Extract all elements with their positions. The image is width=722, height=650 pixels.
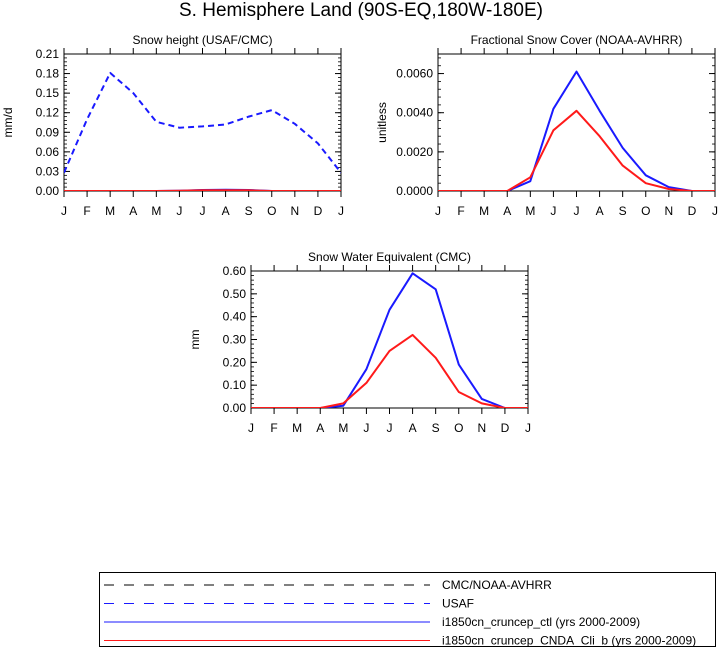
y-tick-label: 0.15: [36, 86, 60, 100]
y-tick-label: 0.0040: [396, 106, 433, 120]
x-tick-label: M: [292, 421, 302, 435]
x-tick-label: J: [574, 204, 580, 218]
x-tick-label: S: [432, 421, 440, 435]
y-axis-label: mm: [188, 330, 202, 350]
legend: CMC/NOAA-AVHRR USAF i1850cn_cruncep_ctl (y…: [104, 578, 696, 648]
panel-fractional-snow-cover: Fractional Snow Cover (NOAA-AVHRR) unitle…: [375, 33, 718, 218]
x-tick-label: A: [409, 421, 417, 435]
x-tick-label: D: [314, 204, 323, 218]
y-tick-label: 0.0000: [396, 184, 433, 198]
x-tick-label: J: [200, 204, 206, 218]
panel-snow-water-equivalent: Snow Water Equivalent (CMC) mm 0.00 0.10 0.2…: [188, 250, 531, 435]
y-tick-label: 0.40: [223, 310, 247, 324]
panel-title: Fractional Snow Cover (NOAA-AVHRR): [471, 33, 683, 47]
x-tick-label: N: [477, 421, 486, 435]
x-tick-label: J: [387, 421, 393, 435]
legend-label-0: CMC/NOAA-AVHRR: [442, 578, 552, 592]
y-axis-label: unitless: [375, 102, 389, 143]
x-tick-label: J: [176, 204, 182, 218]
series-line-0: [438, 70, 715, 191]
x-tick-label: M: [151, 204, 161, 218]
x-tick-label: O: [641, 204, 650, 218]
series-line-2: [64, 189, 341, 191]
plot-frame: [250, 270, 529, 409]
x-tick-label: F: [270, 421, 277, 435]
legend-label-1: USAF: [442, 597, 474, 611]
y-tick-label: 0.00: [36, 184, 60, 198]
y-tick-label: 0.03: [36, 164, 60, 178]
y-tick-label: 0.30: [223, 333, 247, 347]
x-tick-label: O: [454, 421, 463, 435]
x-tick-label: J: [61, 204, 67, 218]
x-tick-label: A: [596, 204, 604, 218]
x-tick-label: A: [316, 421, 324, 435]
y-tick-label: 0.0060: [396, 67, 433, 81]
x-tick-label: N: [290, 204, 299, 218]
x-tick-label: F: [457, 204, 464, 218]
x-tick-label: O: [267, 204, 276, 218]
series-line-dashed-0: [64, 71, 341, 174]
x-tick-label: D: [501, 421, 510, 435]
y-axis-label: mm/d: [1, 108, 15, 138]
x-tick-label: M: [525, 204, 535, 218]
y-tick-label: 0.18: [36, 67, 60, 81]
x-tick-label: J: [363, 421, 369, 435]
x-tick-label: M: [479, 204, 489, 218]
x-tick-label: J: [338, 204, 344, 218]
x-tick-label: A: [129, 204, 137, 218]
series-line-1: [251, 333, 528, 408]
panel-snow-height: Snow height (USAF/CMC) mm/d 0.00 0.03 0.06 0.…: [1, 33, 344, 218]
plot-frame: [63, 53, 342, 192]
y-tick-label: 0.06: [36, 145, 60, 159]
y-tick-label: 0.0020: [396, 145, 433, 159]
series-line-1: [438, 109, 715, 191]
x-tick-label: A: [503, 204, 511, 218]
y-tick-label: 0.10: [223, 378, 247, 392]
x-tick-label: J: [525, 421, 531, 435]
x-tick-label: M: [338, 421, 348, 435]
legend-label-2: i1850cn_cruncep_ctl (yrs 2000-2009): [442, 615, 640, 629]
x-tick-label: N: [664, 204, 673, 218]
y-tick-label: 0.12: [36, 106, 60, 120]
x-tick-label: J: [248, 421, 254, 435]
x-tick-label: M: [105, 204, 115, 218]
series-line-0: [251, 272, 528, 408]
y-tick-label: 0.20: [223, 355, 247, 369]
x-tick-label: J: [435, 204, 441, 218]
y-tick-label: 0.21: [36, 47, 60, 61]
legend-label-3: i1850cn_cruncep_CNDA_Cli_b (yrs 2000-200…: [442, 634, 696, 648]
y-tick-label: 0.50: [223, 287, 247, 301]
x-tick-label: S: [619, 204, 627, 218]
x-tick-label: D: [688, 204, 697, 218]
x-tick-label: A: [222, 204, 230, 218]
legend-box: [99, 572, 716, 647]
panel-title: Snow height (USAF/CMC): [132, 33, 272, 47]
x-tick-label: J: [712, 204, 718, 218]
figure-title: S. Hemisphere Land (90S-EQ,180W-180E): [179, 0, 543, 21]
panel-title: Snow Water Equivalent (CMC): [308, 250, 471, 264]
y-tick-label: 0.00: [223, 401, 247, 415]
y-tick-label: 0.09: [36, 125, 60, 139]
x-tick-label: F: [83, 204, 90, 218]
plot-frame: [437, 53, 716, 192]
x-tick-label: S: [245, 204, 253, 218]
y-tick-label: 0.60: [223, 264, 247, 278]
x-tick-label: J: [550, 204, 556, 218]
